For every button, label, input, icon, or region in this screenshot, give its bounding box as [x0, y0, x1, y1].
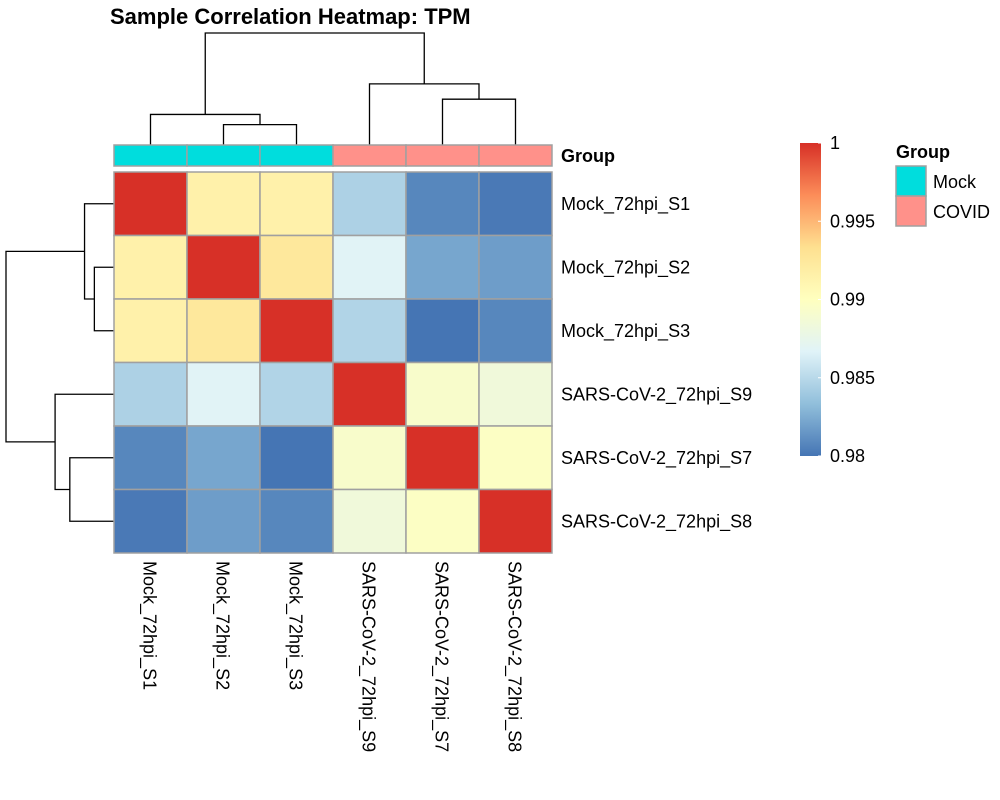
heatmap-cell	[478, 171, 553, 237]
chart-title: Sample Correlation Heatmap: TPM	[110, 4, 471, 29]
heatmap-cell	[259, 298, 334, 364]
legend-swatch	[895, 195, 927, 227]
heatmap-cell	[259, 425, 334, 491]
colorbar: 1 0.995 0.99 0.985 0.98	[800, 133, 875, 466]
group-annotation-bar	[113, 144, 553, 167]
heatmap-cell	[259, 488, 334, 554]
heatmap-cell	[332, 171, 407, 237]
annotation-cell	[186, 144, 261, 167]
heatmap-cell	[405, 361, 480, 427]
heatmap-cell	[405, 171, 480, 237]
row-dendrogram-branch	[5, 250, 85, 443]
annotation-cell	[259, 144, 334, 167]
column-labels: Mock_72hpi_S1 Mock_72hpi_S2 Mock_72hpi_S3 S…	[139, 561, 525, 752]
heatmap-cells	[113, 171, 553, 554]
row-dendrogram-branch	[54, 393, 114, 491]
heatmap-cell	[405, 298, 480, 364]
column-dendrogram-branch	[222, 123, 298, 145]
annotation-bar-title: Group	[561, 146, 615, 166]
heatmap-cell	[332, 298, 407, 364]
row-dendrogram	[5, 203, 114, 522]
legend-label: Mock	[933, 172, 977, 192]
row-dendrogram-branch	[69, 457, 114, 522]
row-dendrogram-branch	[93, 266, 114, 332]
heatmap-cell	[113, 171, 188, 237]
heatmap-cell	[405, 425, 480, 491]
column-dendrogram-branch	[204, 32, 425, 115]
column-dendrogram-branch	[368, 83, 480, 145]
heatmap-cell	[186, 234, 261, 300]
colorbar-tick-label: 0.98	[830, 446, 865, 466]
heatmap-cell	[113, 425, 188, 491]
annotation-cell	[405, 144, 480, 167]
heatmap-cell	[259, 361, 334, 427]
row-label: Mock_72hpi_S2	[561, 257, 690, 278]
group-legend: Group Mock COVID	[895, 142, 990, 227]
column-label: SARS-CoV-2_72hpi_S9	[358, 561, 379, 752]
heatmap-cell	[113, 298, 188, 364]
column-dendrogram	[149, 32, 517, 145]
legend-swatch	[895, 165, 927, 197]
heatmap-cell	[113, 361, 188, 427]
heatmap-cell	[186, 171, 261, 237]
heatmap-cell	[478, 361, 553, 427]
annotation-cell	[113, 144, 188, 167]
heatmap-cell	[259, 171, 334, 237]
column-label: Mock_72hpi_S3	[285, 561, 306, 690]
heatmap-cell	[332, 361, 407, 427]
heatmap-cell	[186, 298, 261, 364]
row-label: SARS-CoV-2_72hpi_S7	[561, 448, 752, 469]
colorbar-tick-label: 0.985	[830, 368, 875, 388]
colorbar-tick-label: 0.995	[830, 211, 875, 231]
column-dendrogram-branch	[441, 98, 517, 145]
row-label: Mock_72hpi_S3	[561, 321, 690, 342]
row-dendrogram-branch	[83, 203, 114, 300]
heatmap-cell	[405, 234, 480, 300]
column-label: Mock_72hpi_S1	[139, 561, 160, 690]
column-label: Mock_72hpi_S2	[212, 561, 233, 690]
heatmap-cell	[332, 234, 407, 300]
column-label: SARS-CoV-2_72hpi_S8	[504, 561, 525, 752]
row-label: Mock_72hpi_S1	[561, 194, 690, 215]
annotation-cell	[332, 144, 407, 167]
column-dendrogram-branch	[149, 113, 261, 145]
heatmap-cell	[478, 488, 553, 554]
legend-title: Group	[896, 142, 950, 162]
heatmap-cell	[186, 488, 261, 554]
colorbar-tick-label: 1	[830, 133, 840, 153]
legend-label: COVID	[933, 202, 990, 222]
heatmap-cell	[113, 234, 188, 300]
heatmap-cell	[186, 425, 261, 491]
heatmap-cell	[186, 361, 261, 427]
heatmap-cell	[478, 234, 553, 300]
heatmap-cell	[332, 488, 407, 554]
column-label: SARS-CoV-2_72hpi_S7	[431, 561, 452, 752]
heatmap-cell	[113, 488, 188, 554]
heatmap-cell	[405, 488, 480, 554]
colorbar-gradient	[800, 143, 821, 456]
colorbar-tick-label: 0.99	[830, 290, 865, 310]
heatmap-cell	[478, 298, 553, 364]
heatmap-cell	[332, 425, 407, 491]
annotation-cell	[478, 144, 553, 167]
heatmap-cell	[478, 425, 553, 491]
row-label: SARS-CoV-2_72hpi_S9	[561, 384, 752, 405]
row-label: SARS-CoV-2_72hpi_S8	[561, 511, 752, 532]
heatmap-cell	[259, 234, 334, 300]
row-labels: Mock_72hpi_S1 Mock_72hpi_S2 Mock_72hpi_S3 S…	[561, 194, 752, 533]
